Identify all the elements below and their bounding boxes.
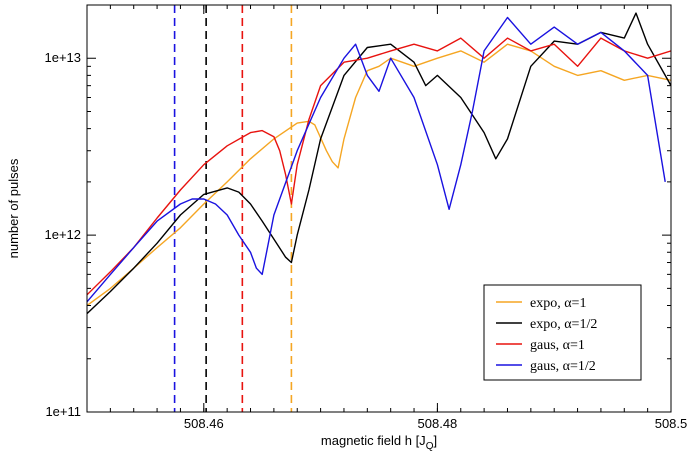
legend: expo, α=1 expo, α=1/2 gaus, α=1 gaus, α=1/2 — [483, 284, 642, 381]
legend-label-1: expo, α=1 — [530, 296, 586, 311]
x-axis-label: magnetic field h [JQ] — [321, 433, 437, 452]
x-tick-label: 508.5 — [655, 416, 688, 431]
y-tick-label: 1e+12 — [44, 227, 81, 242]
x-tick-label: 508.46 — [184, 416, 224, 431]
x-axis-label-close: ] — [433, 433, 437, 448]
legend-label-4: gaus, α=1/2 — [530, 359, 596, 374]
legend-label-2: expo, α=1/2 — [530, 317, 597, 332]
series-line-3 — [87, 37, 671, 296]
x-tick-label: 508.48 — [418, 416, 458, 431]
legend-box — [483, 284, 642, 381]
x-axis-label-main: magnetic field h [J — [321, 433, 426, 448]
x-axis-label-subscript: Q — [426, 441, 434, 452]
y-axis-label: number of pulses — [6, 158, 21, 258]
y-tick-label: 1e+11 — [45, 404, 81, 419]
plot-frame — [86, 4, 672, 413]
legend-label-3: gaus, α=1 — [530, 338, 585, 353]
y-tick-label: 1e+13 — [44, 50, 81, 65]
series-line-4 — [87, 16, 666, 303]
series-line-2 — [87, 12, 671, 315]
